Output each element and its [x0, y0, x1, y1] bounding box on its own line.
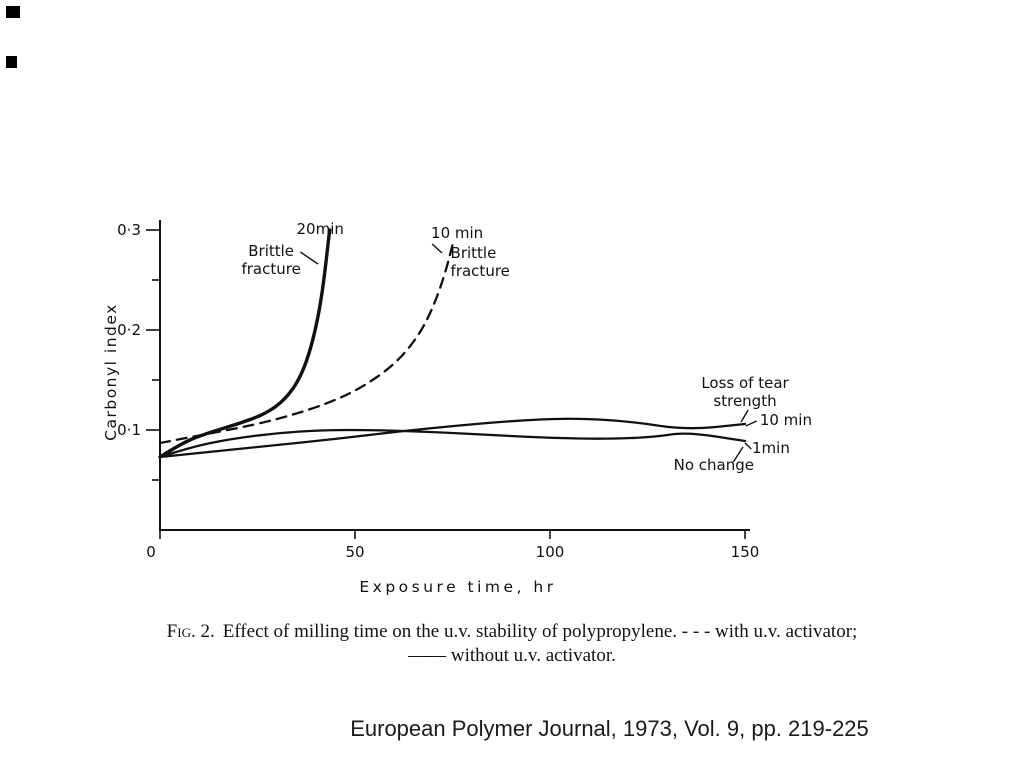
leader-line [740, 409, 749, 423]
x-tick-label: 50 [345, 543, 364, 561]
label-1min: 1min [752, 439, 790, 457]
label-10min-right: 10 min [760, 411, 812, 429]
scan-artifact [6, 6, 20, 18]
y-tick-label: 0·2 [117, 321, 141, 339]
label-loss-of-tear-strength: Loss of tear [701, 374, 789, 392]
series-1 [158, 243, 454, 445]
label-20min: 20min [297, 220, 344, 238]
series-2 [158, 417, 747, 459]
y-tick-label: 0·1 [117, 421, 141, 439]
scan-artifact [6, 56, 17, 68]
y-tick-label: 0·3 [117, 221, 141, 239]
caption-line-2: —— without u.v. activator. [408, 645, 616, 666]
label-10min-dashed: 10 min [431, 224, 483, 242]
label-brittle-fracture-right: fracture [451, 262, 510, 280]
label-brittle-fracture-left: fracture [241, 260, 300, 278]
series-3 [158, 428, 747, 459]
y-axis-label: Carbonyl index [102, 303, 120, 441]
journal-citation: European Polymer Journal, 1973, Vol. 9, … [350, 716, 869, 741]
caption-line-1: Fig. 2. Effect of milling time on the u.v… [0, 620, 1024, 644]
x-tick-label: 0 [146, 543, 156, 561]
x-tick-label: 100 [536, 543, 565, 561]
label-brittle-fracture-right: Brittle [451, 244, 497, 262]
label-brittle-fracture-left: Brittle [248, 242, 294, 260]
x-tick-label: 150 [731, 543, 760, 561]
leader-line [300, 251, 319, 265]
label-loss-of-tear-strength: strength [713, 392, 776, 410]
leader-line [745, 420, 757, 427]
leader-line [431, 243, 443, 254]
series-0 [158, 228, 332, 459]
leader-line [744, 442, 752, 450]
caption-text: Effect of milling time on the u.v. stabi… [222, 621, 858, 642]
x-axis-label: Exposure time, hr [359, 578, 556, 596]
figure-number: Fig. 2. [166, 621, 215, 642]
label-no-change: No change [674, 456, 754, 474]
figure-caption: Fig. 2. Effect of milling time on the u.v… [0, 620, 1024, 668]
leader-line [732, 446, 744, 463]
